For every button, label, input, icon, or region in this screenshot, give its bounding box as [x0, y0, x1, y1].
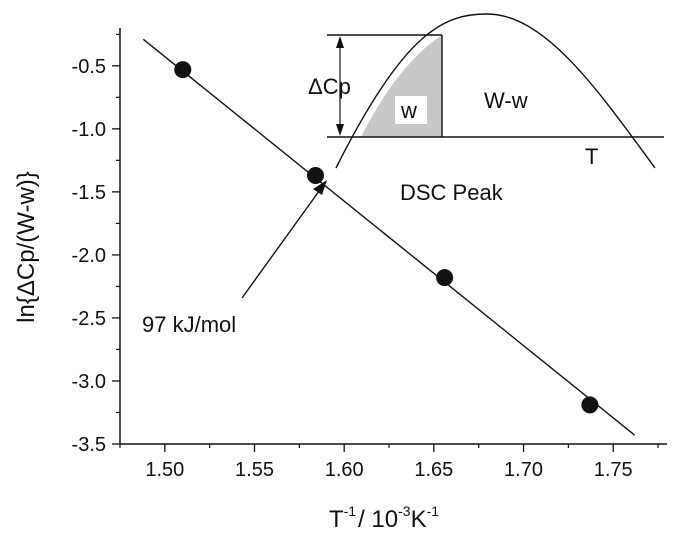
x-tick-label: 1.65 [414, 459, 453, 481]
x-axis-title: T-1/ 10-3K-1 [329, 503, 439, 533]
inset-peak-curve [335, 13, 656, 169]
fit-line [142, 38, 636, 436]
x-axis-title-unit: K [411, 506, 427, 533]
inset-T-label: T [585, 144, 598, 169]
inset-arrow-head-top [336, 36, 344, 48]
dsc-peak-inset: w ΔCp W-w T DSC Peak [308, 13, 664, 205]
inset-arrow-head-bottom [336, 124, 344, 136]
y-tick-label: -2.5 [72, 308, 106, 330]
x-axis-title-sup1: -1 [344, 503, 357, 519]
inset-delta-cp-label: ΔCp [308, 74, 351, 99]
x-tick-label: 1.60 [325, 459, 364, 481]
inset-title: DSC Peak [400, 180, 504, 205]
y-tick-label: -1.0 [72, 119, 106, 141]
fit-line-group [142, 38, 636, 436]
x-tick-label: 1.70 [504, 459, 543, 481]
x-axis-title-rest: / 10 [358, 506, 398, 533]
y-tick-label: -1.5 [72, 182, 106, 204]
y-ticks: -0.5 -1.0 -1.5 -2.0 -2.5 -3.0 -3.5 [72, 33, 120, 456]
y-tick-label: -3.0 [72, 371, 106, 393]
inset-w-label: w [400, 98, 417, 123]
inset-W-minus-w-label: W-w [484, 88, 528, 113]
x-ticks: 1.50 1.55 1.60 1.65 1.70 1.75 [119, 444, 659, 481]
activation-energy-label: 97 kJ/mol [142, 312, 236, 337]
x-axis-title-base: T [329, 506, 344, 533]
x-tick-label: 1.50 [145, 459, 184, 481]
y-axis-title: ln{ΔCp/(W-w)} [13, 171, 40, 323]
data-point [306, 166, 324, 184]
annotation-arrow [241, 180, 327, 299]
y-tick-label: -3.5 [72, 434, 106, 456]
data-point [581, 396, 599, 414]
x-axis-title-sup3: -1 [427, 503, 440, 519]
x-axis-title-sup2: -3 [398, 503, 411, 519]
data-point [174, 61, 192, 79]
y-tick-label: -0.5 [72, 56, 106, 78]
y-tick-label: -2.0 [72, 245, 106, 267]
x-tick-label: 1.55 [235, 459, 274, 481]
data-points [174, 61, 599, 414]
inset-w-label-box [395, 96, 427, 124]
x-tick-label: 1.75 [594, 459, 633, 481]
data-point [436, 269, 454, 287]
